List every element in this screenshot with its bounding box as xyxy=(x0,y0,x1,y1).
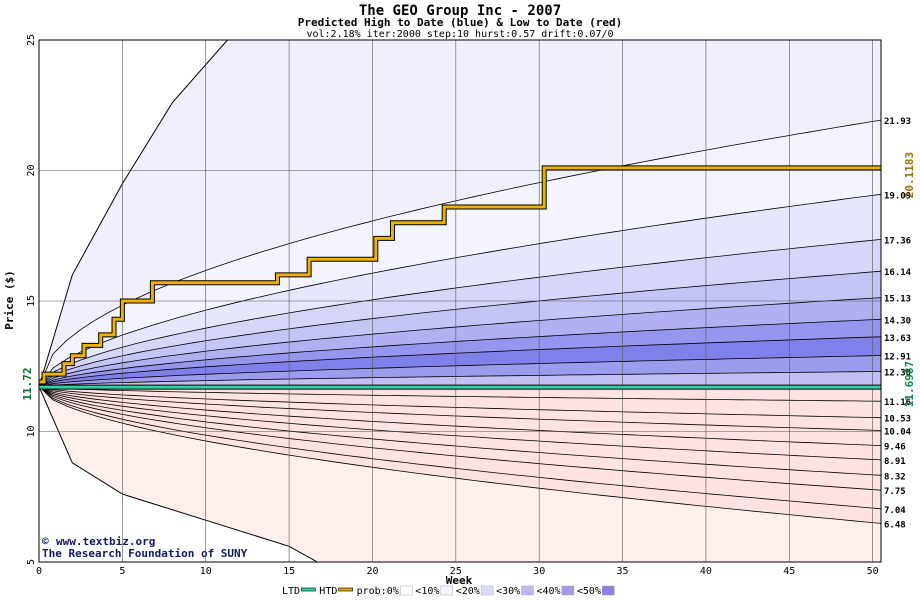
lower-band-label-2: 10.04 xyxy=(884,427,912,437)
upper-band-label-5: 14.30 xyxy=(884,316,911,326)
legend-item-7: <50% xyxy=(577,585,615,597)
upper-band-8 xyxy=(39,371,881,387)
y-tick-label-3: 20 xyxy=(26,164,37,176)
lower-band-label-5: 8.32 xyxy=(884,472,906,482)
legend-swatch-2 xyxy=(400,585,413,596)
upper-band-label-3: 16.14 xyxy=(884,268,912,278)
series xyxy=(39,165,881,390)
plot-border xyxy=(38,39,882,563)
ltd-final-label: 11.6987 xyxy=(903,361,916,407)
lower-band-8 xyxy=(39,386,881,524)
legend-label-2: prob:0% xyxy=(357,586,399,597)
legend-swatch-4 xyxy=(480,585,494,596)
legend-swatch-3 xyxy=(440,585,453,596)
upper-band-line-2 xyxy=(39,239,881,387)
legend-swatch-5 xyxy=(521,585,534,596)
credit-block: © www.textbiz.org The Research Foundatio… xyxy=(42,535,248,560)
upper-band-label-7: 12.91 xyxy=(884,353,911,363)
legend-item-2: prob:0% xyxy=(357,585,413,597)
lower-band-line-6 xyxy=(39,386,881,491)
upper-band-label-8: 12.30 xyxy=(884,368,911,378)
x-tick-label-2: 10 xyxy=(200,566,212,577)
legend: LTD HTD prob:0% <10% <20% <30% <40% <50% xyxy=(282,585,615,597)
lower-band-line-8 xyxy=(39,386,881,524)
upper-band-line-8 xyxy=(39,371,881,387)
lower-band-line-0 xyxy=(39,386,881,402)
upper-band-label-2: 17.36 xyxy=(884,236,911,246)
upper-band-line-1 xyxy=(39,193,881,387)
y-tick-label-0: 5 xyxy=(26,559,37,565)
lower-band-line-3 xyxy=(39,386,881,446)
x-tick-label-3: 15 xyxy=(283,566,295,577)
lower-band-label-7: 7.04 xyxy=(884,506,906,516)
lower-band-label-4: 8.91 xyxy=(884,457,906,467)
legend-item-3: <10% xyxy=(415,585,453,597)
x-tick-label-6: 30 xyxy=(533,566,545,577)
lower-band-line-7 xyxy=(39,386,881,510)
lower-band-line-4 xyxy=(39,386,881,461)
y-tick-label-2: 15 xyxy=(26,295,37,307)
htd-final-label: 20.1183 xyxy=(903,152,916,198)
y-tick-label-4: 25 xyxy=(26,34,37,46)
chart-subtitle: Predicted High to Date (blue) & Low to D… xyxy=(298,16,623,29)
x-axis-label: Week xyxy=(446,574,473,587)
copyright-symbol: © xyxy=(42,535,49,548)
lower-band-label-0: 11.16 xyxy=(884,398,911,408)
legend-swatch-7 xyxy=(602,585,615,596)
upper-band-label-4: 15.13 xyxy=(884,295,911,305)
x-tick-label-0: 0 xyxy=(36,566,42,577)
upper-band-line-4 xyxy=(39,297,881,387)
x-tick-label-7: 35 xyxy=(617,566,629,577)
legend-label-7: <50% xyxy=(577,586,601,597)
upper-band-label-0: 21.93 xyxy=(884,117,911,127)
lower-band-label-3: 9.46 xyxy=(884,443,906,453)
htd-line xyxy=(39,166,881,384)
legend-label-4: <20% xyxy=(456,586,480,597)
lower-band-label-6: 7.75 xyxy=(884,487,906,497)
chart-params: vol:2.18% iter:2000 step:10 hurst:0.57 d… xyxy=(306,29,613,40)
credit-site: www.textbiz.org xyxy=(56,535,155,548)
upper-band-line-5 xyxy=(39,318,881,387)
start-price-label: 11.72 xyxy=(21,367,34,400)
upper-band-label-6: 13.63 xyxy=(884,334,911,344)
y-tick-label-1: 10 xyxy=(26,425,37,437)
upper-band-label-1: 19.09 xyxy=(884,191,911,201)
legend-label-6: <40% xyxy=(537,586,561,597)
legend-label-0: LTD xyxy=(282,586,300,597)
credit-org: The Research Foundation of SUNY xyxy=(42,547,248,560)
legend-item-4: <20% xyxy=(456,585,494,597)
x-tick-label-9: 45 xyxy=(783,566,795,577)
x-tick-label-8: 40 xyxy=(700,566,712,577)
legend-item-5: <30% xyxy=(496,585,534,597)
legend-item-1: HTD xyxy=(319,586,353,597)
y-axis-label: Price ($) xyxy=(3,270,16,330)
lower-band-label-1: 10.53 xyxy=(884,415,911,425)
lower-band-label-8: 6.48 xyxy=(884,520,906,530)
lower-band-line-2 xyxy=(39,386,881,431)
chart-title: The GEO Group Inc - 2007 xyxy=(359,3,561,19)
upper-band-line-7 xyxy=(39,355,881,387)
axes: 21.93 19.09 17.36 16.14 15.13 14.30 13.63 12.91… xyxy=(26,34,912,577)
legend-label-3: <10% xyxy=(415,586,439,597)
x-tick-label-1: 5 xyxy=(119,566,125,577)
legend-item-6: <40% xyxy=(537,585,575,597)
legend-item-0: LTD xyxy=(282,586,316,597)
legend-line-1 xyxy=(338,587,353,592)
plot-area xyxy=(39,40,881,562)
legend-line-0 xyxy=(300,587,316,592)
legend-label-1: HTD xyxy=(319,586,337,597)
legend-swatch-6 xyxy=(561,585,575,596)
legend-label-5: <30% xyxy=(496,586,520,597)
lower-envelope-line xyxy=(39,386,318,562)
upper-band-line-6 xyxy=(39,336,881,387)
upper-band-line-3 xyxy=(39,270,881,387)
lower-band-line-1 xyxy=(39,386,881,419)
x-tick-label-10: 50 xyxy=(867,566,879,577)
x-tick-label-5: 25 xyxy=(450,566,462,577)
lower-band-line-5 xyxy=(39,386,881,476)
x-tick-label-4: 20 xyxy=(366,566,378,577)
